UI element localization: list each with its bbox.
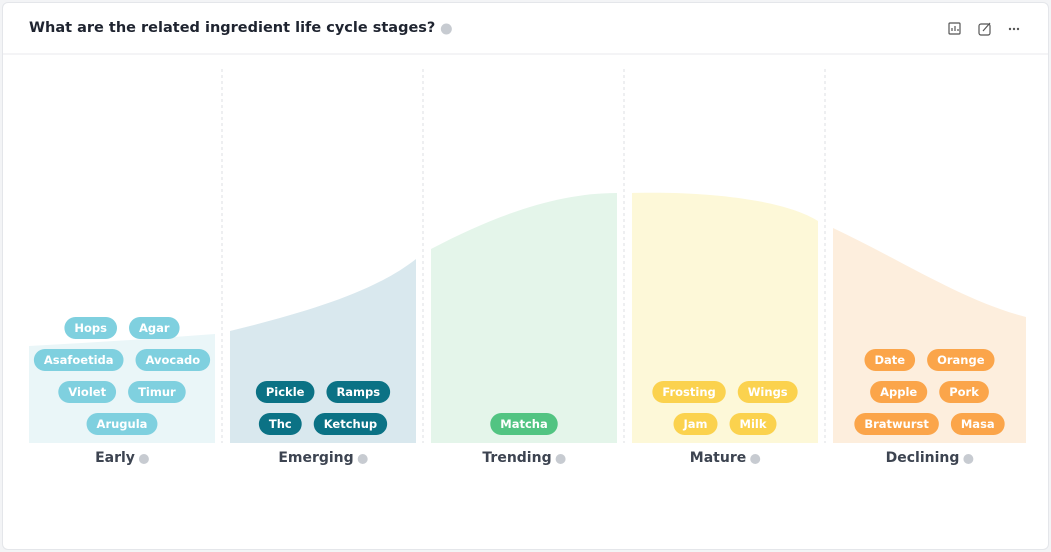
chip-bg xyxy=(729,413,777,435)
chip-label: Agar xyxy=(139,321,170,335)
chip-bg xyxy=(129,317,180,339)
ingredient-chip[interactable]: Frosting xyxy=(652,381,726,403)
chip-bg xyxy=(313,413,388,435)
stage-area xyxy=(833,228,1026,443)
chip-label: Milk xyxy=(740,417,767,431)
chip-label: Timur xyxy=(138,385,176,399)
ingredient-chip[interactable]: Violet xyxy=(58,381,117,403)
stage-label: Declining xyxy=(886,450,974,466)
stage-area xyxy=(632,192,818,443)
chip-bg xyxy=(864,349,916,371)
ingredient-chip[interactable]: Ketchup xyxy=(313,413,388,435)
chip-bg xyxy=(652,381,726,403)
chip-bg xyxy=(490,413,558,435)
stage-name: Emerging xyxy=(278,450,353,466)
chip-label: Pickle xyxy=(266,385,305,399)
chip-bg xyxy=(870,381,928,403)
ingredient-chip[interactable]: Arugula xyxy=(86,413,158,435)
chip-label: Violet xyxy=(68,385,106,399)
chip-label: Asafoetida xyxy=(44,353,114,367)
ingredient-chip[interactable]: Hops xyxy=(64,317,118,339)
stage-name: Early xyxy=(95,450,135,466)
stage-label: Early xyxy=(95,450,149,466)
info-icon[interactable] xyxy=(357,454,368,464)
chip-label: Ramps xyxy=(336,385,380,399)
chip-bg xyxy=(64,317,118,339)
chip-bg xyxy=(258,413,302,435)
chip-label: Hops xyxy=(74,321,107,335)
chip-bg xyxy=(86,413,158,435)
ingredient-chip[interactable]: Asafoetida xyxy=(33,349,124,371)
chip-label: Date xyxy=(874,353,905,367)
info-icon[interactable] xyxy=(440,23,452,35)
ingredient-chip[interactable]: Pickle xyxy=(255,381,315,403)
chip-bg xyxy=(927,349,995,371)
chip-bg xyxy=(939,381,989,403)
info-icon[interactable] xyxy=(555,454,566,464)
widget-title: What are the related ingredient life cyc… xyxy=(29,20,435,36)
ingredient-chip[interactable]: Jam xyxy=(673,413,718,435)
stage-name: Declining xyxy=(886,450,960,466)
ingredient-chip[interactable]: Agar xyxy=(129,317,180,339)
chip-bg xyxy=(58,381,117,403)
chip-label: Arugula xyxy=(97,417,148,431)
chip-label: Orange xyxy=(937,353,985,367)
stage-label: Trending xyxy=(482,450,566,466)
chip-bg xyxy=(33,349,124,371)
ingredient-chip[interactable]: Timur xyxy=(128,381,186,403)
chip-label: Thc xyxy=(269,417,292,431)
widget: What are the related ingredient life cyc… xyxy=(3,20,1048,466)
chip-bg xyxy=(854,413,939,435)
edit-icon[interactable] xyxy=(978,22,991,36)
chip-label: Ketchup xyxy=(324,417,377,431)
chip-bg xyxy=(135,349,211,371)
ingredient-chip[interactable]: Matcha xyxy=(490,413,558,435)
chip-label: Pork xyxy=(949,385,979,399)
chip-bg xyxy=(326,381,391,403)
ingredient-chip[interactable]: Thc xyxy=(258,413,302,435)
ingredient-chip[interactable]: Date xyxy=(864,349,916,371)
chip-label: Jam xyxy=(682,417,707,431)
ingredient-chip[interactable]: Orange xyxy=(927,349,995,371)
lifecycle-diagram: Early Hops Agar Asafoetida Avocado Violet Timu… xyxy=(29,69,1026,466)
chip-label: Apple xyxy=(880,385,917,399)
chip-bg xyxy=(737,381,798,403)
chip-bg xyxy=(950,413,1005,435)
info-icon[interactable] xyxy=(138,454,149,464)
ingredient-chip[interactable]: Avocado xyxy=(135,349,211,371)
ingredient-chip[interactable]: Wings xyxy=(737,381,798,403)
chip-bg xyxy=(673,413,718,435)
stage-label: Mature xyxy=(690,450,761,466)
ingredient-chip[interactable]: Pork xyxy=(939,381,989,403)
chip-label: Wings xyxy=(748,385,788,399)
chip-label: Bratwurst xyxy=(864,417,929,431)
chip-bg xyxy=(255,381,315,403)
chip-label: Matcha xyxy=(500,417,547,431)
chip-label: Avocado xyxy=(146,353,201,367)
more-icon[interactable] xyxy=(1008,27,1020,31)
ingredient-chip[interactable]: Bratwurst xyxy=(854,413,939,435)
stage-label: Emerging xyxy=(278,450,368,466)
ingredient-chip[interactable]: Milk xyxy=(729,413,777,435)
ingredient-chip[interactable]: Apple xyxy=(870,381,928,403)
stage-name: Trending xyxy=(482,450,551,466)
info-icon[interactable] xyxy=(750,454,761,464)
chip-label: Masa xyxy=(961,417,995,431)
ingredient-chip[interactable]: Masa xyxy=(950,413,1005,435)
chip-label: Frosting xyxy=(662,385,715,399)
chip-bg xyxy=(128,381,186,403)
stage-name: Mature xyxy=(690,450,746,466)
chart-icon[interactable] xyxy=(948,22,961,35)
ingredient-chip[interactable]: Ramps xyxy=(326,381,391,403)
stage-area xyxy=(431,193,617,443)
info-icon[interactable] xyxy=(963,454,974,464)
